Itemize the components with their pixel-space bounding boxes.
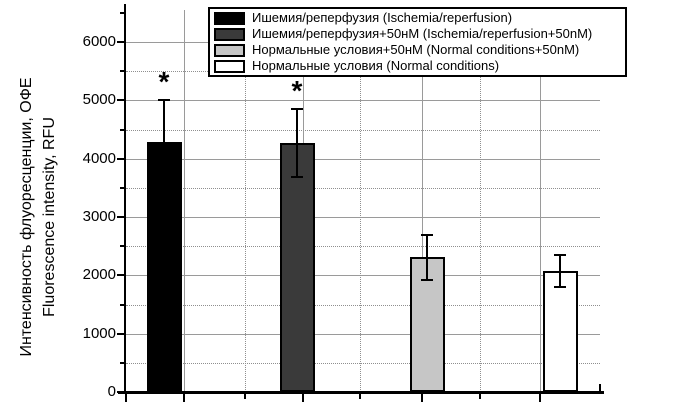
- x-axis-end-tick: [599, 384, 601, 392]
- error-bar-stem: [296, 109, 298, 177]
- y-major-tick: [117, 99, 125, 101]
- minor-gridline: [126, 305, 600, 306]
- y-tick-label: 2000: [82, 266, 116, 283]
- minor-gridline-vertical: [245, 10, 246, 392]
- major-gridline-vertical: [540, 10, 541, 392]
- significance-asterisk: *: [291, 75, 303, 106]
- y-major-tick: [117, 391, 125, 393]
- legend-label: Ишемия/реперфузия+50нМ (Ischemia/reperfu…: [252, 26, 593, 41]
- minor-gridline: [126, 363, 600, 364]
- legend-item: Ишемия/реперфузия+50нМ (Ischemia/reperfu…: [214, 26, 625, 42]
- y-major-tick: [117, 333, 125, 335]
- error-bar-cap-bottom: [291, 176, 303, 178]
- major-gridline: [126, 275, 600, 276]
- y-tick-label: 4000: [82, 150, 116, 167]
- y-major-tick: [117, 216, 125, 218]
- minor-gridline: [126, 188, 600, 189]
- y-tick-label: 1000: [82, 325, 116, 342]
- legend: Ишемия/реперфузия (Ischemia/reperfusion)…: [208, 7, 627, 77]
- x-major-tick: [302, 394, 304, 402]
- y-axis-line: [124, 4, 126, 394]
- minor-gridline: [126, 246, 600, 247]
- y-minor-tick: [120, 304, 125, 306]
- x-major-tick: [539, 394, 541, 402]
- legend-label: Ишемия/реперфузия (Ischemia/reperfusion): [252, 10, 513, 25]
- major-gridline: [126, 100, 600, 101]
- error-bar-cap-top: [158, 99, 170, 101]
- x-minor-tick: [479, 394, 481, 399]
- major-gridline-vertical: [422, 10, 423, 392]
- legend-item: Нормальные условия (Normal conditions): [214, 58, 625, 74]
- y-axis-label: Интенсивность флуоресценции, ОФЕ Fluores…: [15, 22, 61, 412]
- y-minor-tick: [120, 245, 125, 247]
- legend-swatch-ischemia-reperfusion: [214, 11, 245, 25]
- y-tick-label: 0: [107, 383, 116, 400]
- error-bar-stem: [559, 255, 561, 287]
- x-minor-tick: [359, 394, 361, 399]
- y-tick-label: 3000: [82, 208, 116, 225]
- x-minor-tick: [244, 394, 246, 399]
- bar: [280, 143, 315, 392]
- x-major-tick: [183, 394, 185, 402]
- legend-item: Ишемия/реперфузия (Ischemia/reperfusion): [214, 10, 625, 26]
- error-bar-cap-bottom: [554, 286, 566, 288]
- error-bar-cap-bottom: [421, 279, 433, 281]
- y-major-tick: [117, 274, 125, 276]
- major-gridline: [126, 334, 600, 335]
- bar: [543, 271, 578, 392]
- y-minor-tick: [120, 187, 125, 189]
- x-origin-tick: [125, 394, 127, 402]
- error-bar-cap-top: [554, 254, 566, 256]
- y-tick-label: 6000: [82, 33, 116, 50]
- y-tick-label: 5000: [82, 91, 116, 108]
- error-bar-stem: [163, 100, 165, 184]
- y-major-tick: [117, 158, 125, 160]
- y-minor-tick: [120, 12, 125, 14]
- legend-label: Нормальные условия (Normal conditions): [252, 58, 500, 73]
- major-gridline: [126, 159, 600, 160]
- minor-gridline-vertical: [480, 10, 481, 392]
- y-minor-tick: [120, 129, 125, 131]
- error-bar-cap-top: [291, 108, 303, 110]
- x-major-tick: [421, 394, 423, 402]
- legend-item: Нормальные условия+50нМ (Normal conditio…: [214, 42, 625, 58]
- y-major-tick: [117, 41, 125, 43]
- legend-swatch-ischemia-reperfusion-50nm: [214, 27, 245, 41]
- y-minor-tick: [120, 362, 125, 364]
- error-bar-stem: [426, 235, 428, 280]
- error-bar-cap-top: [421, 234, 433, 236]
- y-minor-tick: [120, 70, 125, 72]
- major-gridline-vertical: [184, 10, 185, 392]
- x-axis-line: [118, 391, 604, 394]
- minor-gridline: [126, 130, 600, 131]
- legend-swatch-normal-conditions-50nm: [214, 43, 245, 57]
- major-gridline: [126, 217, 600, 218]
- y-axis-label-ru: Интенсивность флуоресценции, ОФЕ: [18, 77, 35, 357]
- minor-gridline-vertical: [360, 10, 361, 392]
- legend-label: Нормальные условия+50нМ (Normal conditio…: [252, 42, 580, 57]
- error-bar-cap-bottom: [158, 183, 170, 185]
- legend-swatch-normal-conditions: [214, 59, 245, 73]
- significance-asterisk: *: [158, 66, 170, 97]
